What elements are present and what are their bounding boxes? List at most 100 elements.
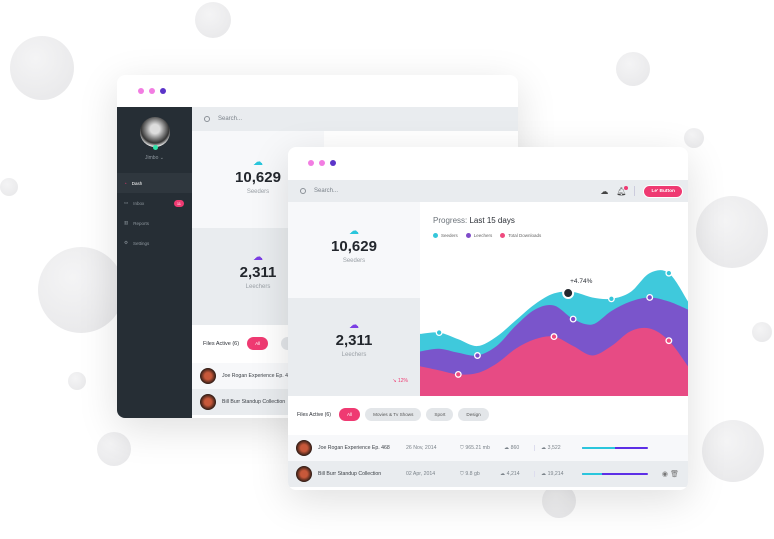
- bg-bubble: [97, 432, 131, 466]
- sidebar-item-inbox[interactable]: ▭ Inbox 11: [117, 193, 192, 213]
- sidebar-item-label: Dash: [131, 180, 143, 186]
- file-size: ⛉ 9.8 gb: [460, 470, 480, 477]
- bg-bubble: [752, 322, 772, 342]
- avatar[interactable]: [139, 117, 170, 150]
- trash-icon[interactable]: 🗑︎: [670, 471, 679, 478]
- annotation-label: +4.74%: [570, 278, 592, 285]
- thumbnail: [200, 368, 216, 384]
- upload-count: ☁ 4,214: [500, 471, 520, 477]
- thumbnail: [296, 440, 312, 456]
- down-value: 3,522: [547, 445, 561, 451]
- sidebar-item-label: Reports: [133, 220, 150, 226]
- data-point[interactable]: [473, 352, 481, 359]
- highlight-point[interactable]: [562, 287, 575, 300]
- table-row[interactable]: Bill Burr Standup Collection 02 Apr, 201…: [288, 461, 688, 487]
- file-size: ⛉ 965.21 mb: [460, 444, 490, 451]
- window-controls: [308, 160, 336, 166]
- chart-legend: Seeders Leechers Total Downloads: [433, 233, 541, 239]
- inbox-badge: 11: [173, 199, 184, 207]
- sidebar-item-dash[interactable]: ◔ Dash: [117, 173, 192, 193]
- bell-icon[interactable]: 🔔︎: [616, 185, 629, 196]
- bg-bubble: [702, 420, 764, 482]
- leechers-label: Leechers: [245, 284, 271, 290]
- size-value: 9.8 gb: [465, 470, 480, 477]
- up-value: 860: [510, 445, 520, 451]
- data-point[interactable]: [665, 337, 673, 345]
- data-point[interactable]: [665, 269, 673, 277]
- up-value: 4,214: [506, 471, 520, 477]
- chart-title-text: Last 15 days: [469, 216, 515, 225]
- bg-bubble: [0, 178, 18, 196]
- sidebar: Jimbo ⌄ ◔ Dash ▭ Inbox 11 ▥ Reports ⚙ Setting…: [117, 107, 192, 418]
- down-value: 19,214: [547, 471, 564, 477]
- eye-icon[interactable]: ◉: [661, 471, 668, 478]
- file-name: Bill Burr Standup Collection: [318, 471, 382, 477]
- sidebar-item-reports[interactable]: ▥ Reports: [117, 213, 192, 233]
- thumbnail: [200, 394, 216, 410]
- legend-item: Total Downloads: [500, 233, 541, 239]
- data-point[interactable]: [454, 370, 462, 378]
- data-point[interactable]: [569, 315, 577, 323]
- files-title: Files Active (6): [297, 411, 332, 418]
- user-menu[interactable]: Jimbo ⌄: [145, 155, 164, 161]
- data-point[interactable]: [550, 333, 558, 341]
- bg-bubble: [696, 196, 768, 268]
- leechers-card: ☁ 2,311 Leechers ↘ 12%: [288, 298, 420, 396]
- seeders-value: 10,629: [331, 238, 377, 255]
- search-input[interactable]: Search...: [218, 116, 243, 122]
- filter-sport[interactable]: Sport: [426, 408, 454, 421]
- table-row[interactable]: Joe Rogan Experience Ep. 468 26 Nov, 201…: [288, 435, 688, 461]
- progress-bar: [582, 446, 648, 450]
- filter-all[interactable]: All: [247, 337, 269, 350]
- file-name: Joe Rogan Experience Ep. 468: [222, 373, 294, 379]
- upload-count: ☁ 860: [504, 445, 520, 451]
- files-title: Files Active (6): [203, 340, 240, 347]
- data-point[interactable]: [607, 295, 615, 303]
- seeders-card: ☁ 10,629 Seeders: [288, 202, 420, 298]
- download-count: ☁ 3,522: [534, 445, 574, 451]
- bg-bubble: [616, 52, 650, 86]
- cloud-download-icon: ☁: [253, 252, 263, 263]
- cloud-upload-icon: ☁: [349, 226, 359, 237]
- data-point[interactable]: [435, 329, 443, 336]
- window-controls: [138, 88, 166, 94]
- search-icon: [300, 188, 306, 194]
- file-date: 02 Apr, 2014: [406, 471, 436, 477]
- user-name: Jimbo: [145, 155, 159, 161]
- sidebar-item-label: Settings: [133, 240, 150, 246]
- le-button[interactable]: Le' Button: [643, 184, 683, 198]
- cloud-download-icon: ☁: [349, 320, 359, 331]
- gear-icon: ⚙: [124, 240, 129, 245]
- area-total-downloads: [420, 327, 688, 396]
- chart-title-prefix: Progress:: [433, 216, 468, 225]
- area-chart: +4.74%: [420, 269, 688, 396]
- change-value: 12%: [397, 378, 408, 384]
- filter-all[interactable]: All: [339, 408, 361, 421]
- front-window: Search... ☁ 🔔︎ Le' Button ☁ 10,629 Seeders…: [288, 147, 688, 490]
- bg-bubble: [10, 36, 74, 100]
- seeders-value: 10,629: [235, 169, 281, 186]
- bg-bubble: [68, 372, 86, 390]
- cloud-upload-icon[interactable]: ☁: [600, 186, 609, 196]
- data-point[interactable]: [646, 294, 654, 301]
- filter-movies-tv[interactable]: Movies & Tv Shows: [365, 408, 422, 421]
- leechers-change: ↘ 12%: [392, 378, 408, 384]
- inbox-icon: ▭: [124, 200, 129, 205]
- leechers-value: 2,311: [335, 332, 373, 349]
- sidebar-item-settings[interactable]: ⚙ Settings: [117, 233, 192, 253]
- size-value: 965.21 mb: [465, 444, 490, 451]
- legend-item: Leechers: [465, 233, 492, 239]
- search-bar[interactable]: Search...: [192, 107, 518, 131]
- file-name: Joe Rogan Experience Ep. 468: [318, 445, 390, 451]
- file-name: Bill Burr Standup Collection: [222, 399, 286, 405]
- file-date: 26 Nov, 2014: [406, 445, 437, 451]
- sidebar-item-label: Inbox: [133, 200, 145, 206]
- chart-title: Progress: Last 15 days: [433, 216, 515, 225]
- leechers-label: Leechers: [341, 352, 367, 358]
- bg-bubble: [195, 2, 231, 38]
- progress-bar: [582, 472, 648, 476]
- filter-design[interactable]: Design: [458, 408, 489, 421]
- search-input[interactable]: Search...: [314, 188, 339, 194]
- seeders-label: Seeders: [342, 258, 366, 264]
- leechers-value: 2,311: [239, 264, 277, 281]
